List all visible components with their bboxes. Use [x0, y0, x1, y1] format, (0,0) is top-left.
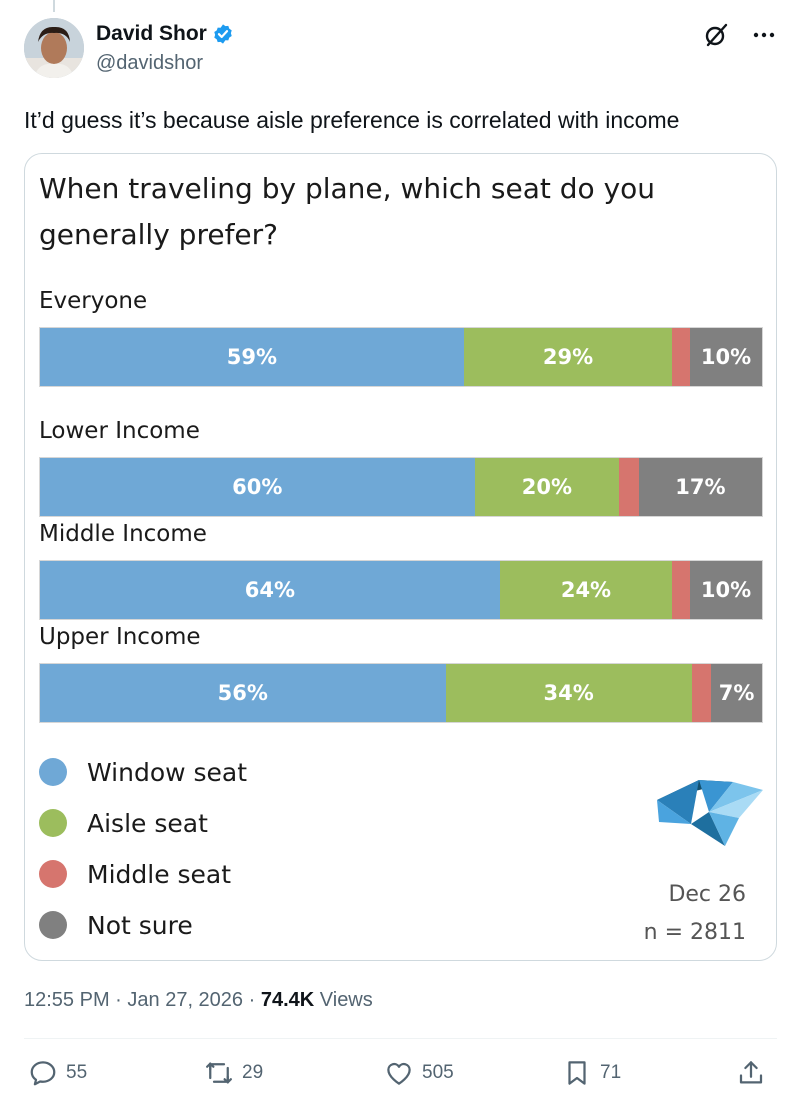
middle-seat-segment: [672, 328, 691, 386]
aisle-seat-segment: 24%: [499, 561, 673, 619]
stacked-bar: 59% 29% 10%: [39, 327, 763, 387]
window-seat-segment: 59%: [40, 328, 464, 386]
meta-separator: ·: [115, 989, 128, 1011]
views-count: 74.4K: [260, 989, 315, 1011]
like-count: 505: [422, 1062, 454, 1083]
legend-item: Middle seat: [39, 854, 439, 894]
reply-icon: [30, 1061, 56, 1086]
header-actions: [703, 22, 777, 48]
not-sure-segment: 10%: [690, 561, 762, 619]
like-button[interactable]: 505: [384, 1058, 454, 1088]
retweet-count: 29: [242, 1062, 264, 1083]
aisle-seat-segment: 20%: [474, 458, 620, 516]
legend-item: Not sure: [39, 905, 439, 945]
views-label: Views: [319, 989, 373, 1011]
aisle-seat-segment: 34%: [445, 664, 692, 722]
legend-swatch: [39, 758, 67, 786]
legend-item: Window seat: [39, 752, 439, 792]
thread-connector: [53, 0, 55, 12]
chart-title: When traveling by plane, which seat do y…: [39, 172, 656, 251]
legend-item: Aisle seat: [39, 803, 439, 843]
not-sure-segment: 7%: [711, 664, 762, 722]
poll-sample-size: n = 2811: [643, 920, 746, 945]
group-label: Lower Income: [39, 418, 200, 444]
legend-label: Middle seat: [87, 859, 232, 889]
heart-icon: [387, 1062, 411, 1085]
stacked-bar: 56% 34% 7%: [39, 663, 763, 723]
meta-separator: ·: [248, 989, 261, 1011]
author-row: David Shor: [96, 22, 234, 46]
tweet-meta: 12:55 PM · Jan 27, 2026 · 74.4K Views: [24, 989, 373, 1012]
aisle-seat-segment: 29%: [463, 328, 673, 386]
tweet-text: It’d guess it’s because aisle preference…: [24, 107, 680, 133]
bookmark-button[interactable]: 71: [562, 1058, 621, 1088]
poll-date: Dec 26: [668, 882, 746, 907]
stacked-bar: 60% 20% 17%: [39, 457, 763, 517]
action-divider: [24, 1038, 777, 1039]
not-sure-segment: 10%: [690, 328, 762, 386]
more-icon[interactable]: [751, 22, 777, 48]
not-sure-segment: 17%: [638, 458, 762, 516]
reply-button[interactable]: 55: [28, 1058, 87, 1088]
group-label: Upper Income: [39, 624, 201, 650]
legend-label: Aisle seat: [87, 808, 208, 838]
legend-swatch: [39, 809, 67, 837]
avatar[interactable]: [24, 18, 84, 78]
window-seat-segment: 60%: [40, 458, 475, 516]
bookmark-count: 71: [600, 1062, 622, 1083]
middle-seat-segment: [619, 458, 639, 516]
tweet-date[interactable]: Jan 27, 2026: [127, 989, 244, 1011]
legend-swatch: [39, 911, 67, 939]
bookmark-icon: [568, 1061, 586, 1085]
legend-label: Not sure: [87, 910, 193, 940]
share-icon: [739, 1061, 763, 1084]
tweet-header: David Shor @davidshor: [24, 16, 777, 80]
middle-seat-segment: [672, 561, 691, 619]
pollster-logo: [657, 780, 763, 846]
author-name[interactable]: David Shor: [96, 22, 207, 45]
legend-label: Window seat: [87, 757, 248, 787]
window-seat-segment: 56%: [40, 664, 446, 722]
legend-swatch: [39, 860, 67, 888]
middle-seat-segment: [691, 664, 712, 722]
poll-chart-card[interactable]: When traveling by plane, which seat do y…: [24, 153, 777, 961]
retweet-button[interactable]: 29: [204, 1058, 263, 1088]
author-handle[interactable]: @davidshor: [96, 52, 204, 74]
group-label: Middle Income: [39, 521, 207, 547]
stacked-bar: 64% 24% 10%: [39, 560, 763, 620]
action-bar: 55 29 505 71: [24, 1058, 777, 1098]
retweet-icon: [206, 1062, 232, 1084]
share-button[interactable]: [736, 1058, 766, 1088]
window-seat-segment: 64%: [40, 561, 500, 619]
group-label: Everyone: [39, 288, 148, 314]
grok-icon[interactable]: [703, 22, 729, 48]
tweet-time[interactable]: 12:55 PM: [24, 989, 110, 1011]
reply-count: 55: [66, 1062, 88, 1083]
verified-badge-icon: [212, 23, 234, 45]
